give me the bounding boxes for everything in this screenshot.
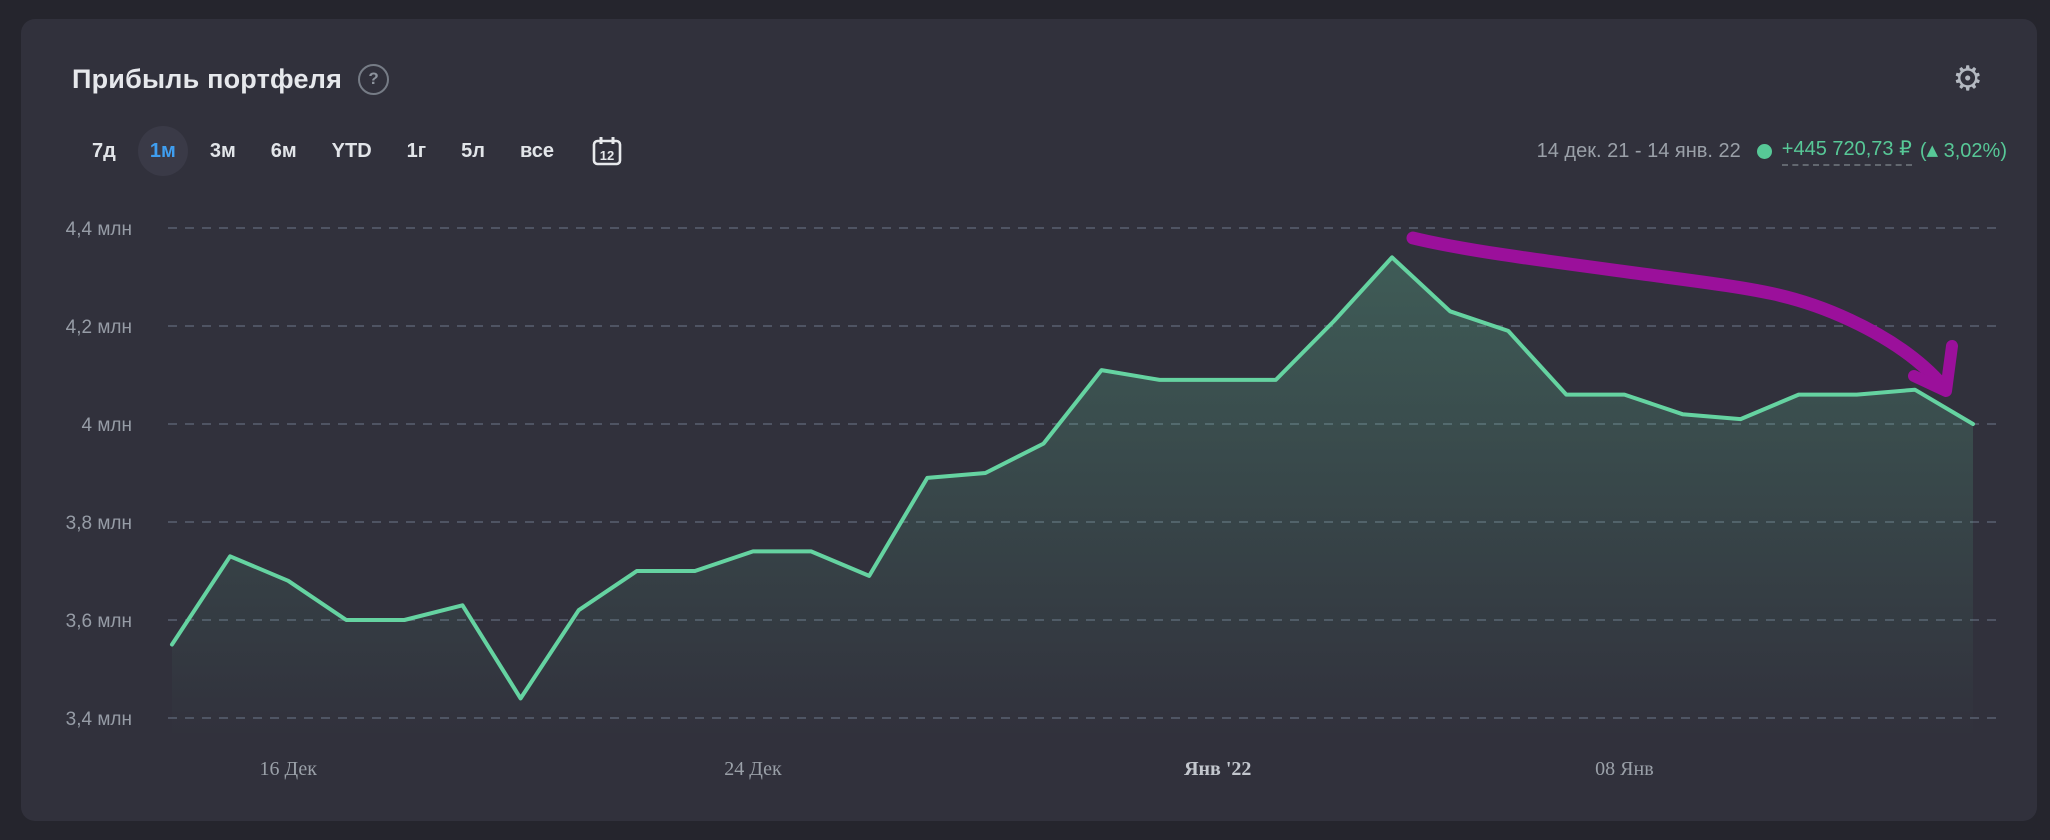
page-title: Прибыль портфеля bbox=[72, 63, 343, 94]
series-dot-icon bbox=[1756, 143, 1772, 159]
x-tick-label: Янв '22 bbox=[1184, 758, 1251, 780]
x-tick-label: 24 Дек bbox=[724, 758, 782, 780]
calendar-day-number: 12 bbox=[600, 148, 614, 163]
date-range-label: 14 дек. 21 - 14 янв. 22 bbox=[1536, 139, 1741, 162]
calendar-icon-glyph: 12 bbox=[592, 137, 622, 166]
y-tick-label: 4 млн bbox=[82, 415, 133, 436]
range-option-1м[interactable]: 1м bbox=[137, 126, 188, 176]
period-summary: 14 дек. 21 - 14 янв. 22 +445 720,73 ₽ (▲… bbox=[1537, 136, 2007, 166]
y-axis-labels: 4,4 млн 4,2 млн 4 млн 3,8 млн 3,6 млн 3,4 млн bbox=[66, 219, 132, 730]
controls-row: 7д 1м 3м 6м YTD 1г 5л все 12 14 дек. 21 - 14 ян… bbox=[79, 125, 2007, 177]
profit-percent: (▲ 3,02%) bbox=[1920, 140, 2007, 163]
y-tick-label: 3,4 млн bbox=[66, 709, 132, 730]
series-line bbox=[170, 255, 1975, 701]
range-option-YTD[interactable]: YTD bbox=[319, 126, 385, 176]
range-options: 7д 1м 3м 6м YTD 1г 5л все bbox=[79, 126, 567, 176]
x-tick-label: 08 Янв bbox=[1595, 758, 1654, 780]
range-option-все[interactable]: все bbox=[507, 126, 567, 176]
series-area-fill bbox=[172, 257, 1973, 735]
range-option-7д[interactable]: 7д bbox=[79, 126, 129, 176]
paren-open: ( bbox=[1919, 139, 1927, 162]
paren-close: ) bbox=[2000, 139, 2007, 162]
y-tick-label: 4,4 млн bbox=[66, 219, 132, 240]
range-option-5л[interactable]: 5л bbox=[448, 126, 498, 176]
card-header: Прибыль портфеля ? ⚙ bbox=[72, 59, 1997, 99]
x-tick-label: 16 Дек bbox=[259, 758, 317, 780]
gear-icon[interactable]: ⚙ bbox=[1952, 59, 1983, 99]
calendar-icon[interactable]: 12 bbox=[586, 134, 628, 168]
profit-percent-value: 3,02% bbox=[1943, 139, 2001, 162]
range-option-3м[interactable]: 3м bbox=[197, 126, 249, 176]
y-tick-label: 4,2 млн bbox=[66, 317, 132, 338]
up-triangle-icon: ▲ bbox=[1926, 140, 1939, 159]
range-option-1г[interactable]: 1г bbox=[394, 126, 439, 176]
y-tick-label: 3,6 млн bbox=[66, 611, 132, 632]
drawn-arrow-annotation bbox=[1406, 231, 1958, 397]
x-axis-labels: 16 Дек 24 Дек Янв '22 08 Янв bbox=[259, 758, 1653, 780]
range-option-6м[interactable]: 6м bbox=[258, 126, 310, 176]
profit-amount[interactable]: +445 720,73 ₽ bbox=[1781, 136, 1912, 166]
question-circle-icon[interactable]: ? bbox=[358, 63, 390, 95]
range-selector: 7д 1м 3м 6м YTD 1г 5л все 12 bbox=[79, 126, 628, 176]
y-tick-label: 3,8 млн bbox=[66, 513, 132, 534]
